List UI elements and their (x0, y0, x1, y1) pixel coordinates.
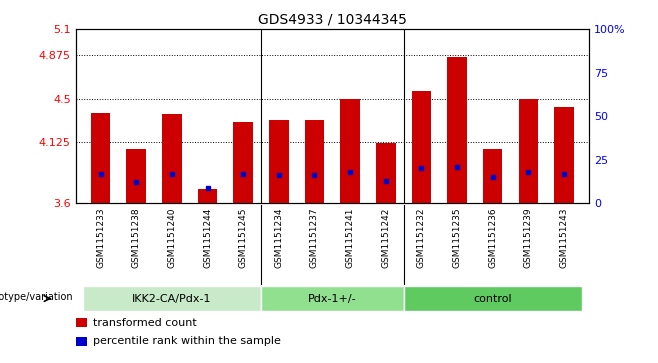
Text: GSM1151233: GSM1151233 (96, 208, 105, 268)
Bar (234, 122, 253, 203)
Text: GSM1151242: GSM1151242 (381, 208, 390, 268)
Text: GSM1151237: GSM1151237 (310, 208, 319, 268)
FancyBboxPatch shape (403, 286, 582, 311)
Text: IKK2-CA/Pdx-1: IKK2-CA/Pdx-1 (132, 294, 212, 303)
Text: transformed count: transformed count (93, 318, 196, 328)
Text: GSM1151236: GSM1151236 (488, 208, 497, 268)
Bar (76, 337, 87, 346)
Bar (376, 143, 395, 203)
Text: GSM1151243: GSM1151243 (559, 208, 569, 268)
Title: GDS4933 / 10344345: GDS4933 / 10344345 (258, 12, 407, 26)
Text: GSM1151239: GSM1151239 (524, 208, 533, 268)
Bar (412, 91, 431, 203)
Bar (554, 107, 574, 203)
Bar (519, 99, 538, 203)
FancyBboxPatch shape (83, 286, 261, 311)
Bar (269, 120, 289, 203)
Text: Pdx-1+/-: Pdx-1+/- (308, 294, 357, 303)
Bar (91, 113, 111, 203)
FancyBboxPatch shape (261, 286, 403, 311)
Text: GSM1151234: GSM1151234 (274, 208, 284, 268)
Bar (340, 99, 360, 203)
Text: GSM1151241: GSM1151241 (345, 208, 355, 268)
Bar (162, 114, 182, 203)
Bar (198, 189, 217, 203)
Text: genotype/variation: genotype/variation (0, 292, 73, 302)
Text: percentile rank within the sample: percentile rank within the sample (93, 336, 280, 346)
Bar (126, 149, 146, 203)
Text: GSM1151238: GSM1151238 (132, 208, 141, 268)
Bar (305, 120, 324, 203)
Text: GSM1151235: GSM1151235 (453, 208, 461, 268)
Text: GSM1151240: GSM1151240 (167, 208, 176, 268)
Text: GSM1151232: GSM1151232 (417, 208, 426, 268)
Text: control: control (473, 294, 512, 303)
Bar (447, 57, 467, 203)
Text: GSM1151245: GSM1151245 (239, 208, 247, 268)
Bar (76, 318, 87, 327)
Text: GSM1151244: GSM1151244 (203, 208, 212, 268)
Bar (483, 149, 503, 203)
